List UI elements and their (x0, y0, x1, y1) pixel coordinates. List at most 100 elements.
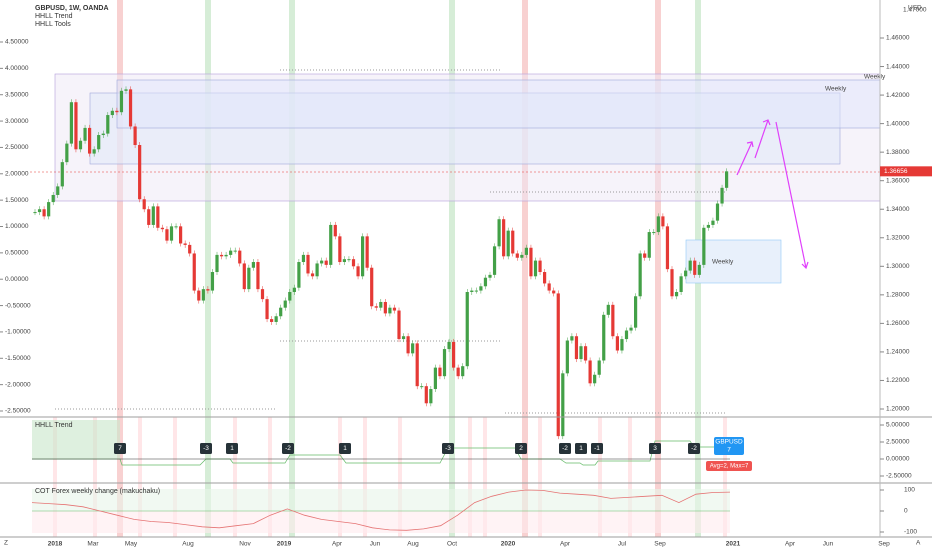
candle (606, 304, 610, 315)
trend-marker-label: -3 (445, 445, 451, 452)
candle (615, 336, 619, 351)
candle (515, 253, 519, 258)
last-price-tag (880, 166, 932, 177)
y-tick-label: 1.46000 (886, 35, 910, 42)
candle (206, 289, 210, 291)
candle (219, 254, 224, 257)
candle (543, 272, 547, 284)
trend-marker-label: 1 (343, 445, 347, 452)
candle (679, 276, 683, 292)
candle (297, 262, 301, 288)
footer-left[interactable]: Z (4, 540, 8, 547)
candle (583, 346, 588, 361)
trend-marker-label: -3 (203, 445, 209, 452)
annotation: Weekly (864, 74, 886, 81)
x-tick-label: Apr (560, 541, 571, 548)
candle (374, 306, 378, 308)
candle (688, 260, 692, 271)
trend-marker (226, 443, 238, 454)
candle (511, 230, 515, 254)
candle (78, 140, 83, 150)
candle (247, 267, 251, 290)
trend-marker (515, 443, 527, 454)
tooltip-symbol: GBPUSD (715, 439, 743, 446)
y-tick-label: 1.24000 (886, 349, 910, 356)
cot-zone (32, 511, 730, 533)
candle (702, 227, 706, 265)
last-price-label: 1.36656 (884, 168, 908, 175)
candle (574, 336, 579, 360)
y-tick-label: 1.28000 (886, 292, 910, 299)
cot-zone (32, 489, 730, 511)
candle (169, 226, 174, 241)
trend-marker-label: -2 (285, 445, 291, 452)
candle (383, 301, 387, 314)
faint-band (483, 417, 487, 537)
candle (579, 346, 583, 360)
candle (42, 209, 46, 217)
faint-band (468, 417, 472, 537)
candle (274, 316, 278, 322)
candle (201, 289, 205, 301)
candle (620, 339, 624, 351)
candle (106, 115, 110, 134)
y-tick-label: 1.42000 (886, 92, 910, 99)
candle (315, 263, 319, 277)
footer-right[interactable]: A (916, 540, 921, 547)
candle (665, 226, 670, 270)
candle (115, 110, 119, 113)
candle (320, 260, 324, 264)
y2-tick-label: -2.50000 (5, 408, 31, 415)
candle (147, 209, 151, 225)
candle (634, 296, 638, 328)
trend-marker-label: 1 (230, 445, 234, 452)
x-tick-label: Sep (878, 541, 890, 548)
trend-marker (591, 443, 603, 454)
candle (488, 274, 492, 278)
x-tick-label: Sep (654, 541, 666, 548)
candle (174, 226, 178, 228)
candle (83, 127, 87, 141)
trend-marker-label: -1 (594, 445, 600, 452)
candle (406, 336, 410, 354)
faint-band (723, 417, 727, 537)
candle (720, 187, 724, 204)
trend-marker-label: 1 (579, 445, 583, 452)
candle (138, 145, 142, 200)
signal-band (205, 0, 211, 537)
y-tick-label: 2.50000 (886, 439, 910, 446)
symbol: GBPUSD, 1W, OANDA (35, 5, 109, 12)
x-tick-label: Aug (182, 541, 194, 548)
candle (110, 110, 114, 116)
faint-band (363, 417, 367, 537)
candle (506, 230, 510, 257)
x-tick-label: Jun (370, 541, 381, 548)
candle (260, 289, 265, 300)
y2-tick-label: 3.50000 (5, 91, 29, 98)
tooltip (714, 437, 744, 455)
faint-band (628, 417, 632, 537)
candle (656, 216, 660, 233)
candle (183, 243, 187, 245)
candle (433, 367, 437, 390)
indicator-name: HHLL Trend (35, 13, 73, 20)
candle (197, 290, 201, 301)
faint-band (598, 417, 602, 537)
candle (329, 224, 333, 265)
y2-tick-label: 4.50000 (5, 39, 29, 46)
signal-band (117, 0, 123, 537)
candle (465, 291, 469, 367)
candle (392, 307, 397, 311)
weekly-zone (116, 79, 881, 129)
candle (706, 224, 710, 228)
candle (497, 219, 501, 247)
candle (693, 260, 697, 275)
candle (524, 247, 528, 255)
signal-band (449, 0, 455, 537)
trend-fill (32, 420, 120, 459)
stats-box (706, 461, 752, 471)
x-tick-label: Aug (407, 541, 419, 548)
candle (561, 373, 565, 437)
annotation: Weekly (712, 259, 734, 266)
candle (365, 236, 369, 268)
